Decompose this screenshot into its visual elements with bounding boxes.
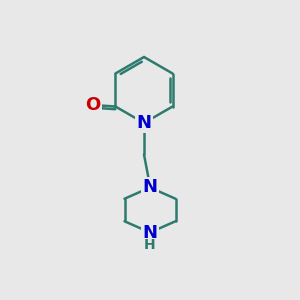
Text: H: H [144,238,156,252]
Text: N: N [142,224,158,242]
Text: N: N [136,114,152,132]
Text: N: N [142,178,158,196]
Text: O: O [85,96,100,114]
